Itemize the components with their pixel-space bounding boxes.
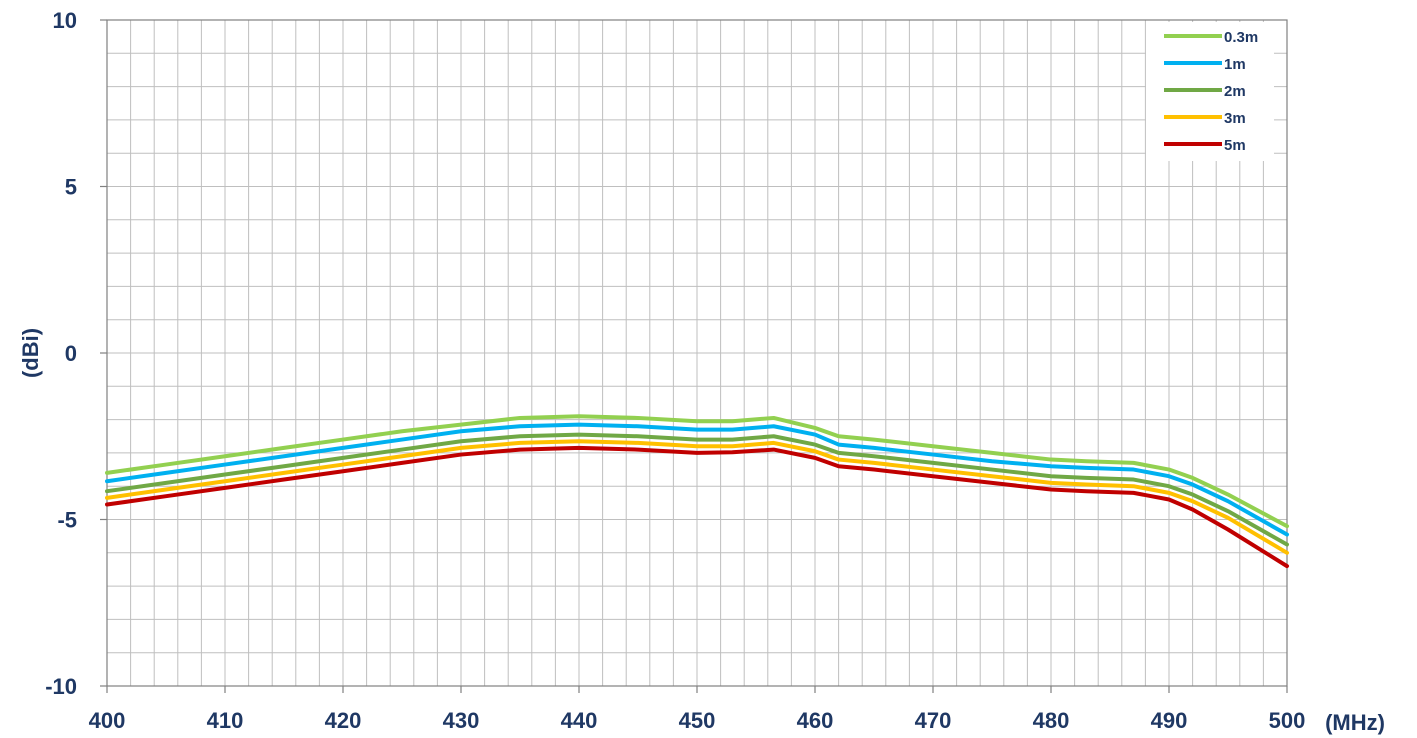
x-tick-label: 500 (1269, 708, 1306, 733)
x-tick-label: 400 (89, 708, 126, 733)
y-tick-label: -10 (45, 674, 77, 699)
x-tick-label: 430 (443, 708, 480, 733)
series-line-2m (105, 432, 1289, 547)
legend: 0.3m 1m 2m 3m 5m (1146, 22, 1274, 161)
y-tick-label: 10 (53, 8, 77, 33)
x-tick-label: 460 (797, 708, 834, 733)
x-axis-label: (MHz) (1325, 710, 1385, 735)
y-tick-label: -5 (57, 508, 77, 533)
series-line-0-3m (105, 414, 1289, 529)
series-lines (105, 414, 1289, 569)
legend-label: 1m (1224, 56, 1246, 73)
series-line-3m (105, 439, 1289, 555)
legend-label: 5m (1224, 137, 1246, 154)
x-tick-label: 420 (325, 708, 362, 733)
series-line-1m (105, 422, 1289, 537)
axes (100, 19, 1288, 693)
series-line-5m (105, 445, 1289, 569)
x-tick-label: 410 (207, 708, 244, 733)
grid-lines (106, 19, 1288, 687)
y-axis-label: (dBi) (18, 328, 43, 378)
legend-label: 2m (1224, 83, 1246, 100)
tick-labels: 400 410 420 430 440 450 460 470 480 490 500 10 5 0 -5 -… (45, 8, 1305, 733)
legend-label: 0.3m (1224, 29, 1258, 46)
legend-label: 3m (1224, 110, 1246, 127)
y-tick-label: 0 (65, 341, 77, 366)
x-tick-label: 440 (561, 708, 598, 733)
x-tick-label: 470 (915, 708, 952, 733)
x-tick-label: 480 (1033, 708, 1070, 733)
x-tick-label: 450 (679, 708, 716, 733)
y-tick-label: 5 (65, 175, 77, 200)
x-tick-label: 490 (1151, 708, 1188, 733)
